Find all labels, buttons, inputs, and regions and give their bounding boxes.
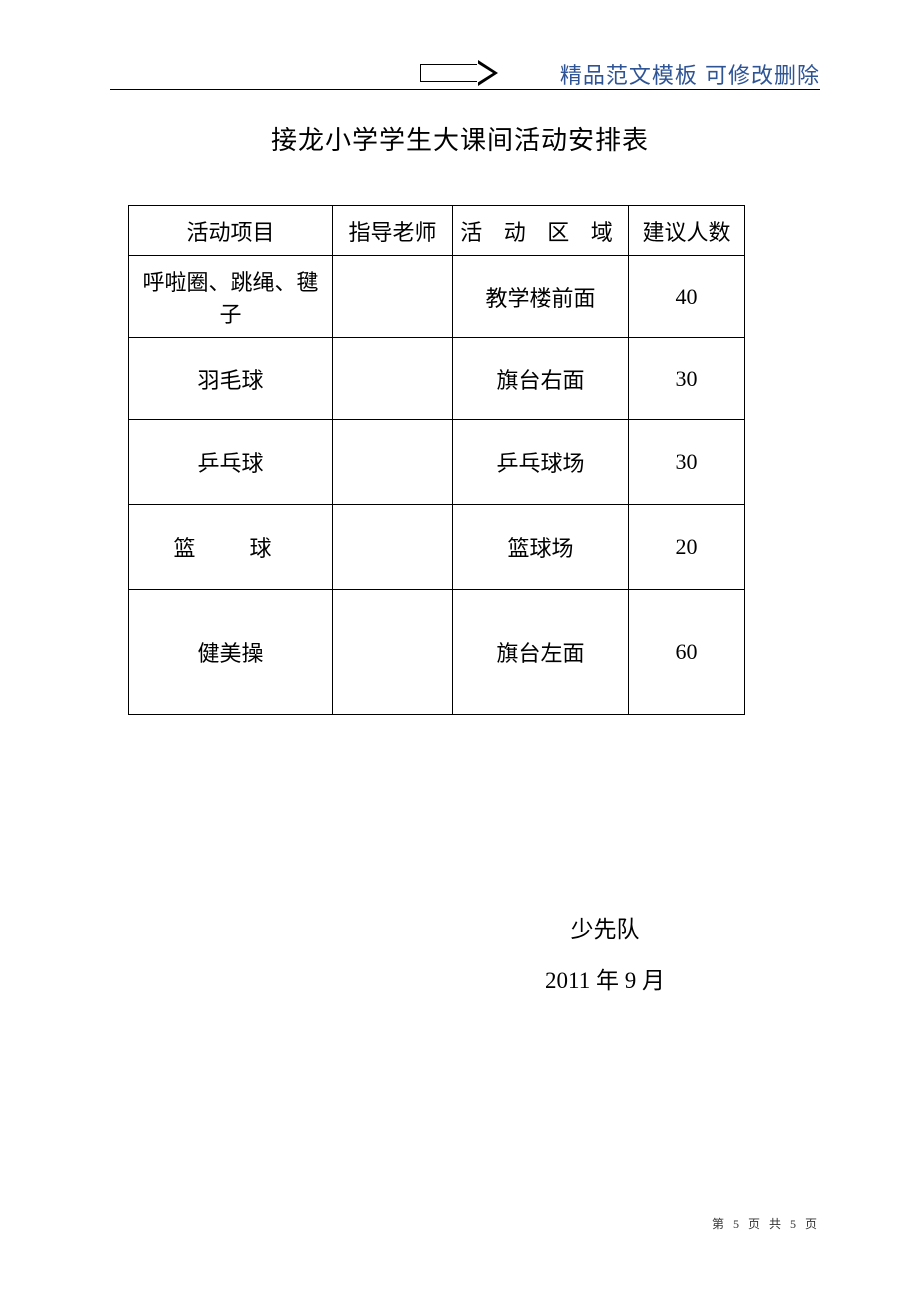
signature-block: 少先队 2011 年 9 月 xyxy=(0,905,920,1006)
cell-count: 20 xyxy=(629,505,745,590)
cell-teacher xyxy=(333,256,453,338)
table-row: 篮 球 篮球场 20 xyxy=(129,505,745,590)
table-row: 呼啦圈、跳绳、毽子 教学楼前面 40 xyxy=(129,256,745,338)
cell-activity: 呼啦圈、跳绳、毽子 xyxy=(129,256,333,338)
cell-teacher xyxy=(333,420,453,505)
cell-teacher xyxy=(333,590,453,715)
cell-teacher xyxy=(333,505,453,590)
cell-area: 篮球场 xyxy=(453,505,629,590)
col-count: 建议人数 xyxy=(629,206,745,256)
schedule-table: 活动项目 指导老师 活 动 区 域 建议人数 呼啦圈、跳绳、毽子 教学楼前面 4… xyxy=(128,205,745,715)
cell-activity: 篮 球 xyxy=(129,505,333,590)
table-row: 羽毛球 旗台右面 30 xyxy=(129,338,745,420)
page-footer: 第 5 页 共 5 页 xyxy=(712,1215,820,1232)
arrow-icon xyxy=(420,60,498,86)
col-teacher: 指导老师 xyxy=(333,206,453,256)
cell-count: 30 xyxy=(629,338,745,420)
cell-area: 教学楼前面 xyxy=(453,256,629,338)
cell-count: 40 xyxy=(629,256,745,338)
cell-activity: 健美操 xyxy=(129,590,333,715)
cell-count: 30 xyxy=(629,420,745,505)
col-area: 活 动 区 域 xyxy=(453,206,629,256)
header-text: 精品范文模板 可修改删除 xyxy=(560,58,820,90)
signature-org: 少先队 xyxy=(290,905,920,956)
cell-area: 旗台右面 xyxy=(453,338,629,420)
page-title: 接龙小学学生大课间活动安排表 xyxy=(0,120,920,157)
table-row: 健美操 旗台左面 60 xyxy=(129,590,745,715)
header-rule xyxy=(110,89,820,90)
table-header-row: 活动项目 指导老师 活 动 区 域 建议人数 xyxy=(129,206,745,256)
page-header: 精品范文模板 可修改删除 xyxy=(110,50,820,90)
cell-area: 乒乓球场 xyxy=(453,420,629,505)
signature-date: 2011 年 9 月 xyxy=(290,956,920,1007)
cell-teacher xyxy=(333,338,453,420)
cell-area: 旗台左面 xyxy=(453,590,629,715)
cell-count: 60 xyxy=(629,590,745,715)
cell-activity: 羽毛球 xyxy=(129,338,333,420)
table-row: 乒乓球 乒乓球场 30 xyxy=(129,420,745,505)
col-activity: 活动项目 xyxy=(129,206,333,256)
cell-activity: 乒乓球 xyxy=(129,420,333,505)
